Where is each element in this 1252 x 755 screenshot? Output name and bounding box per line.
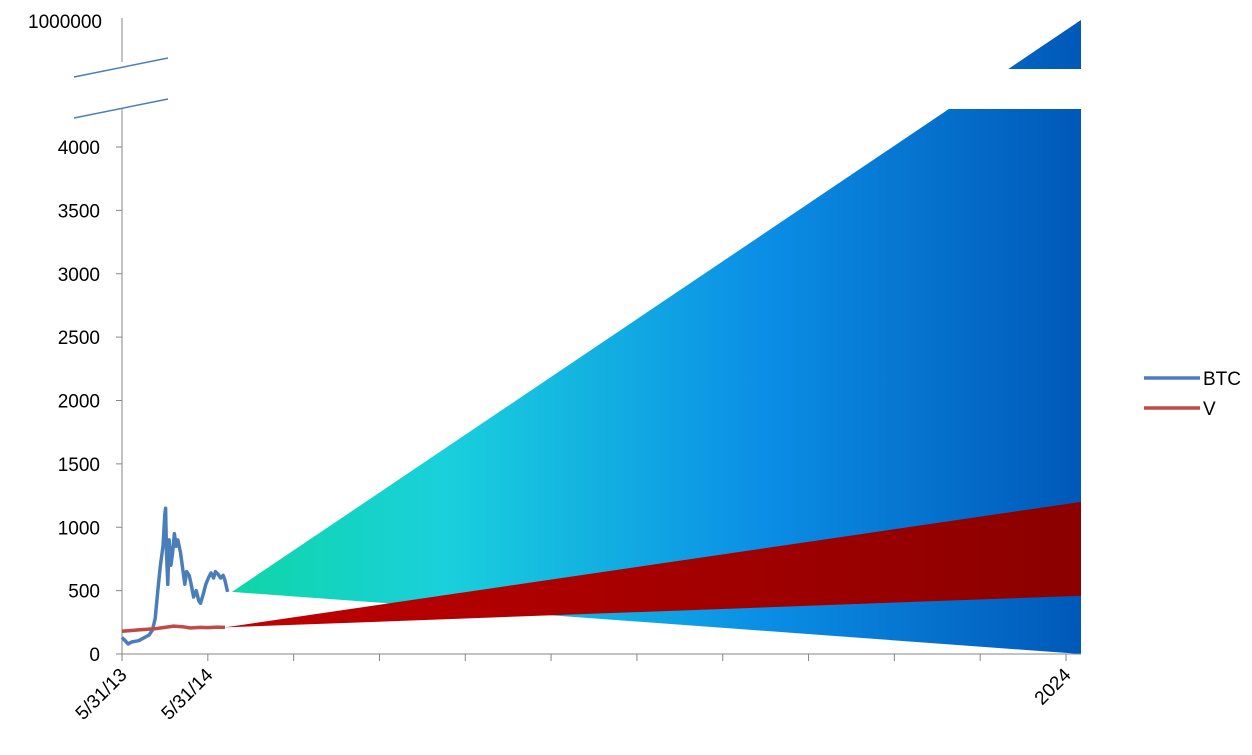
series-line-btc [120, 506, 230, 646]
btc-projection-wedge [231, 20, 1082, 654]
y-tick-label: 0 [89, 645, 100, 666]
y-tick-label: 1000 [58, 518, 100, 539]
projection-layer [224, 20, 1100, 654]
x-tick-label: 2024 [1031, 664, 1076, 709]
y-tick-label: 4000 [58, 138, 100, 159]
x-tick-label: 5/31/14 [158, 664, 218, 724]
legend-label-btc: BTC [1203, 369, 1241, 390]
axis-break-mark-lower [73, 98, 169, 119]
legend-label-v: V [1203, 399, 1216, 420]
y-tick-label: 2000 [58, 392, 100, 413]
series-layer [120, 506, 230, 646]
legend: BTC V [1144, 369, 1241, 420]
axis-break-band [900, 69, 1100, 109]
y-tick-label: 500 [68, 582, 100, 603]
series-line-v [121, 624, 226, 633]
y-tick-label: 2500 [58, 328, 100, 349]
axis-break-mark-upper [73, 57, 169, 78]
x-tick-label: 5/31/13 [72, 665, 132, 725]
y-tick-label: 1500 [58, 455, 100, 476]
y-tick-label: 3000 [58, 265, 100, 286]
v-projection-wedge [224, 501, 1082, 628]
y-break-top-label: 1000000 [28, 12, 102, 33]
y-tick-label: 3500 [58, 201, 100, 222]
